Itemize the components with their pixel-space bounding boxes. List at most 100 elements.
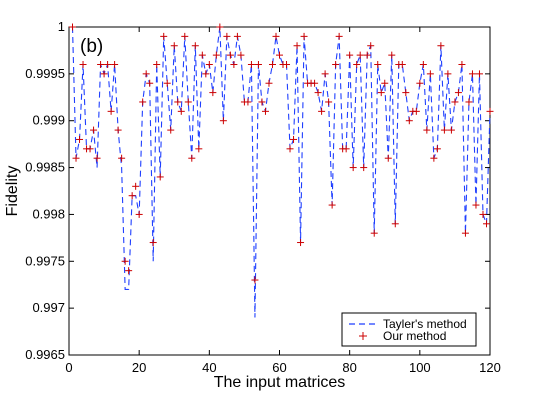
data-point-our-method [118, 154, 126, 162]
data-point-our-method [202, 70, 210, 78]
data-point-our-method [461, 229, 469, 237]
data-point-our-method [398, 60, 406, 68]
data-point-our-method [170, 42, 178, 50]
data-point-our-method [114, 126, 122, 134]
data-point-our-method [125, 267, 133, 275]
data-point-our-method [244, 98, 252, 106]
panel-label: (b) [80, 36, 103, 57]
data-point-our-method [363, 51, 371, 59]
data-point-our-method [426, 70, 434, 78]
x-axis-label: The input matrices [214, 374, 346, 391]
data-point-our-method [381, 79, 389, 87]
y-tick-label: 0.998 [32, 206, 65, 221]
legend-label-taylers-method: Tayler's method [383, 317, 467, 331]
data-point-our-method [135, 210, 143, 218]
legend-label-our-method: Our method [383, 329, 446, 343]
data-point-our-method [482, 220, 490, 228]
data-point-our-method [132, 182, 140, 190]
data-point-our-method [216, 23, 224, 31]
data-point-our-method [423, 126, 431, 134]
data-point-our-method [419, 60, 427, 68]
data-point-our-method [261, 107, 269, 115]
y-tick-label: 0.9975 [25, 253, 65, 268]
data-point-our-method [167, 126, 175, 134]
data-point-our-method [258, 98, 266, 106]
data-point-our-method [209, 89, 217, 97]
data-point-our-method [367, 42, 375, 50]
data-point-our-method [184, 98, 192, 106]
data-point-our-method [293, 42, 301, 50]
data-point-our-method [346, 51, 354, 59]
data-point-our-method [268, 60, 276, 68]
data-point-our-method [384, 154, 392, 162]
y-tick-label: 0.999 [32, 113, 65, 128]
x-tick-label: 60 [272, 360, 286, 375]
data-point-our-method [402, 89, 410, 97]
data-point-our-method [405, 117, 413, 125]
series-layer [69, 23, 494, 318]
data-point-our-method [191, 42, 199, 50]
data-point-our-method [153, 60, 161, 68]
data-point-our-method [328, 201, 336, 209]
data-point-our-method [433, 145, 441, 153]
data-point-our-method [444, 70, 452, 78]
data-point-our-method [377, 89, 385, 97]
x-tick-label: 80 [342, 360, 356, 375]
data-point-our-method [146, 79, 154, 87]
data-point-our-method [342, 145, 350, 153]
data-point-our-method [360, 164, 368, 172]
data-point-our-method [181, 32, 189, 40]
data-point-our-method [149, 239, 157, 247]
data-point-our-method [121, 257, 129, 265]
data-point-our-method [416, 79, 424, 87]
data-point-our-method [465, 98, 473, 106]
x-tick-label: 0 [65, 360, 72, 375]
x-tick-label: 40 [202, 360, 216, 375]
data-point-our-method [107, 107, 115, 115]
data-point-our-method [283, 60, 291, 68]
data-point-our-method [412, 107, 420, 115]
data-point-our-method [254, 60, 262, 68]
data-point-our-method [174, 98, 182, 106]
legend-box [341, 312, 477, 347]
data-point-our-method [237, 51, 245, 59]
data-point-our-method [458, 60, 466, 68]
data-point-our-method [430, 154, 438, 162]
data-point-our-method [297, 239, 305, 247]
data-point-our-method [272, 32, 280, 40]
data-point-our-method [251, 276, 259, 284]
legend: Tayler's method Our method [341, 312, 477, 347]
data-point-our-method [454, 89, 462, 97]
data-point-our-method [472, 201, 480, 209]
data-point-our-method [97, 60, 105, 68]
y-tick-label: 0.9985 [25, 160, 65, 175]
data-point-our-method [247, 60, 255, 68]
data-point-our-method [205, 60, 213, 68]
data-point-our-method [128, 192, 136, 200]
data-point-our-method [265, 79, 273, 87]
y-tick-label: 0.997 [32, 300, 65, 315]
data-point-our-method [353, 60, 361, 68]
data-point-our-method [276, 51, 283, 59]
data-point-our-method [391, 220, 399, 228]
y-tick-label: 0.9965 [25, 347, 65, 362]
data-point-our-method [93, 154, 101, 162]
y-axis-label: Fidelity [4, 166, 21, 217]
data-point-our-method [468, 70, 476, 78]
data-point-our-method [230, 60, 238, 68]
data-point-our-method [139, 98, 147, 106]
x-tick-label: 120 [479, 360, 501, 375]
y-tick-label: 0.9995 [25, 66, 65, 81]
data-point-our-method [104, 60, 112, 68]
data-point-our-method [212, 51, 220, 59]
data-point-our-method [76, 135, 84, 143]
data-point-our-method [90, 126, 98, 134]
x-tick-label: 100 [409, 360, 431, 375]
data-point-our-method [349, 164, 357, 172]
data-point-our-method [321, 70, 329, 78]
data-point-our-method [437, 42, 445, 50]
data-point-our-method [451, 98, 459, 106]
data-point-our-method [479, 210, 487, 218]
data-point-our-method [160, 32, 168, 40]
